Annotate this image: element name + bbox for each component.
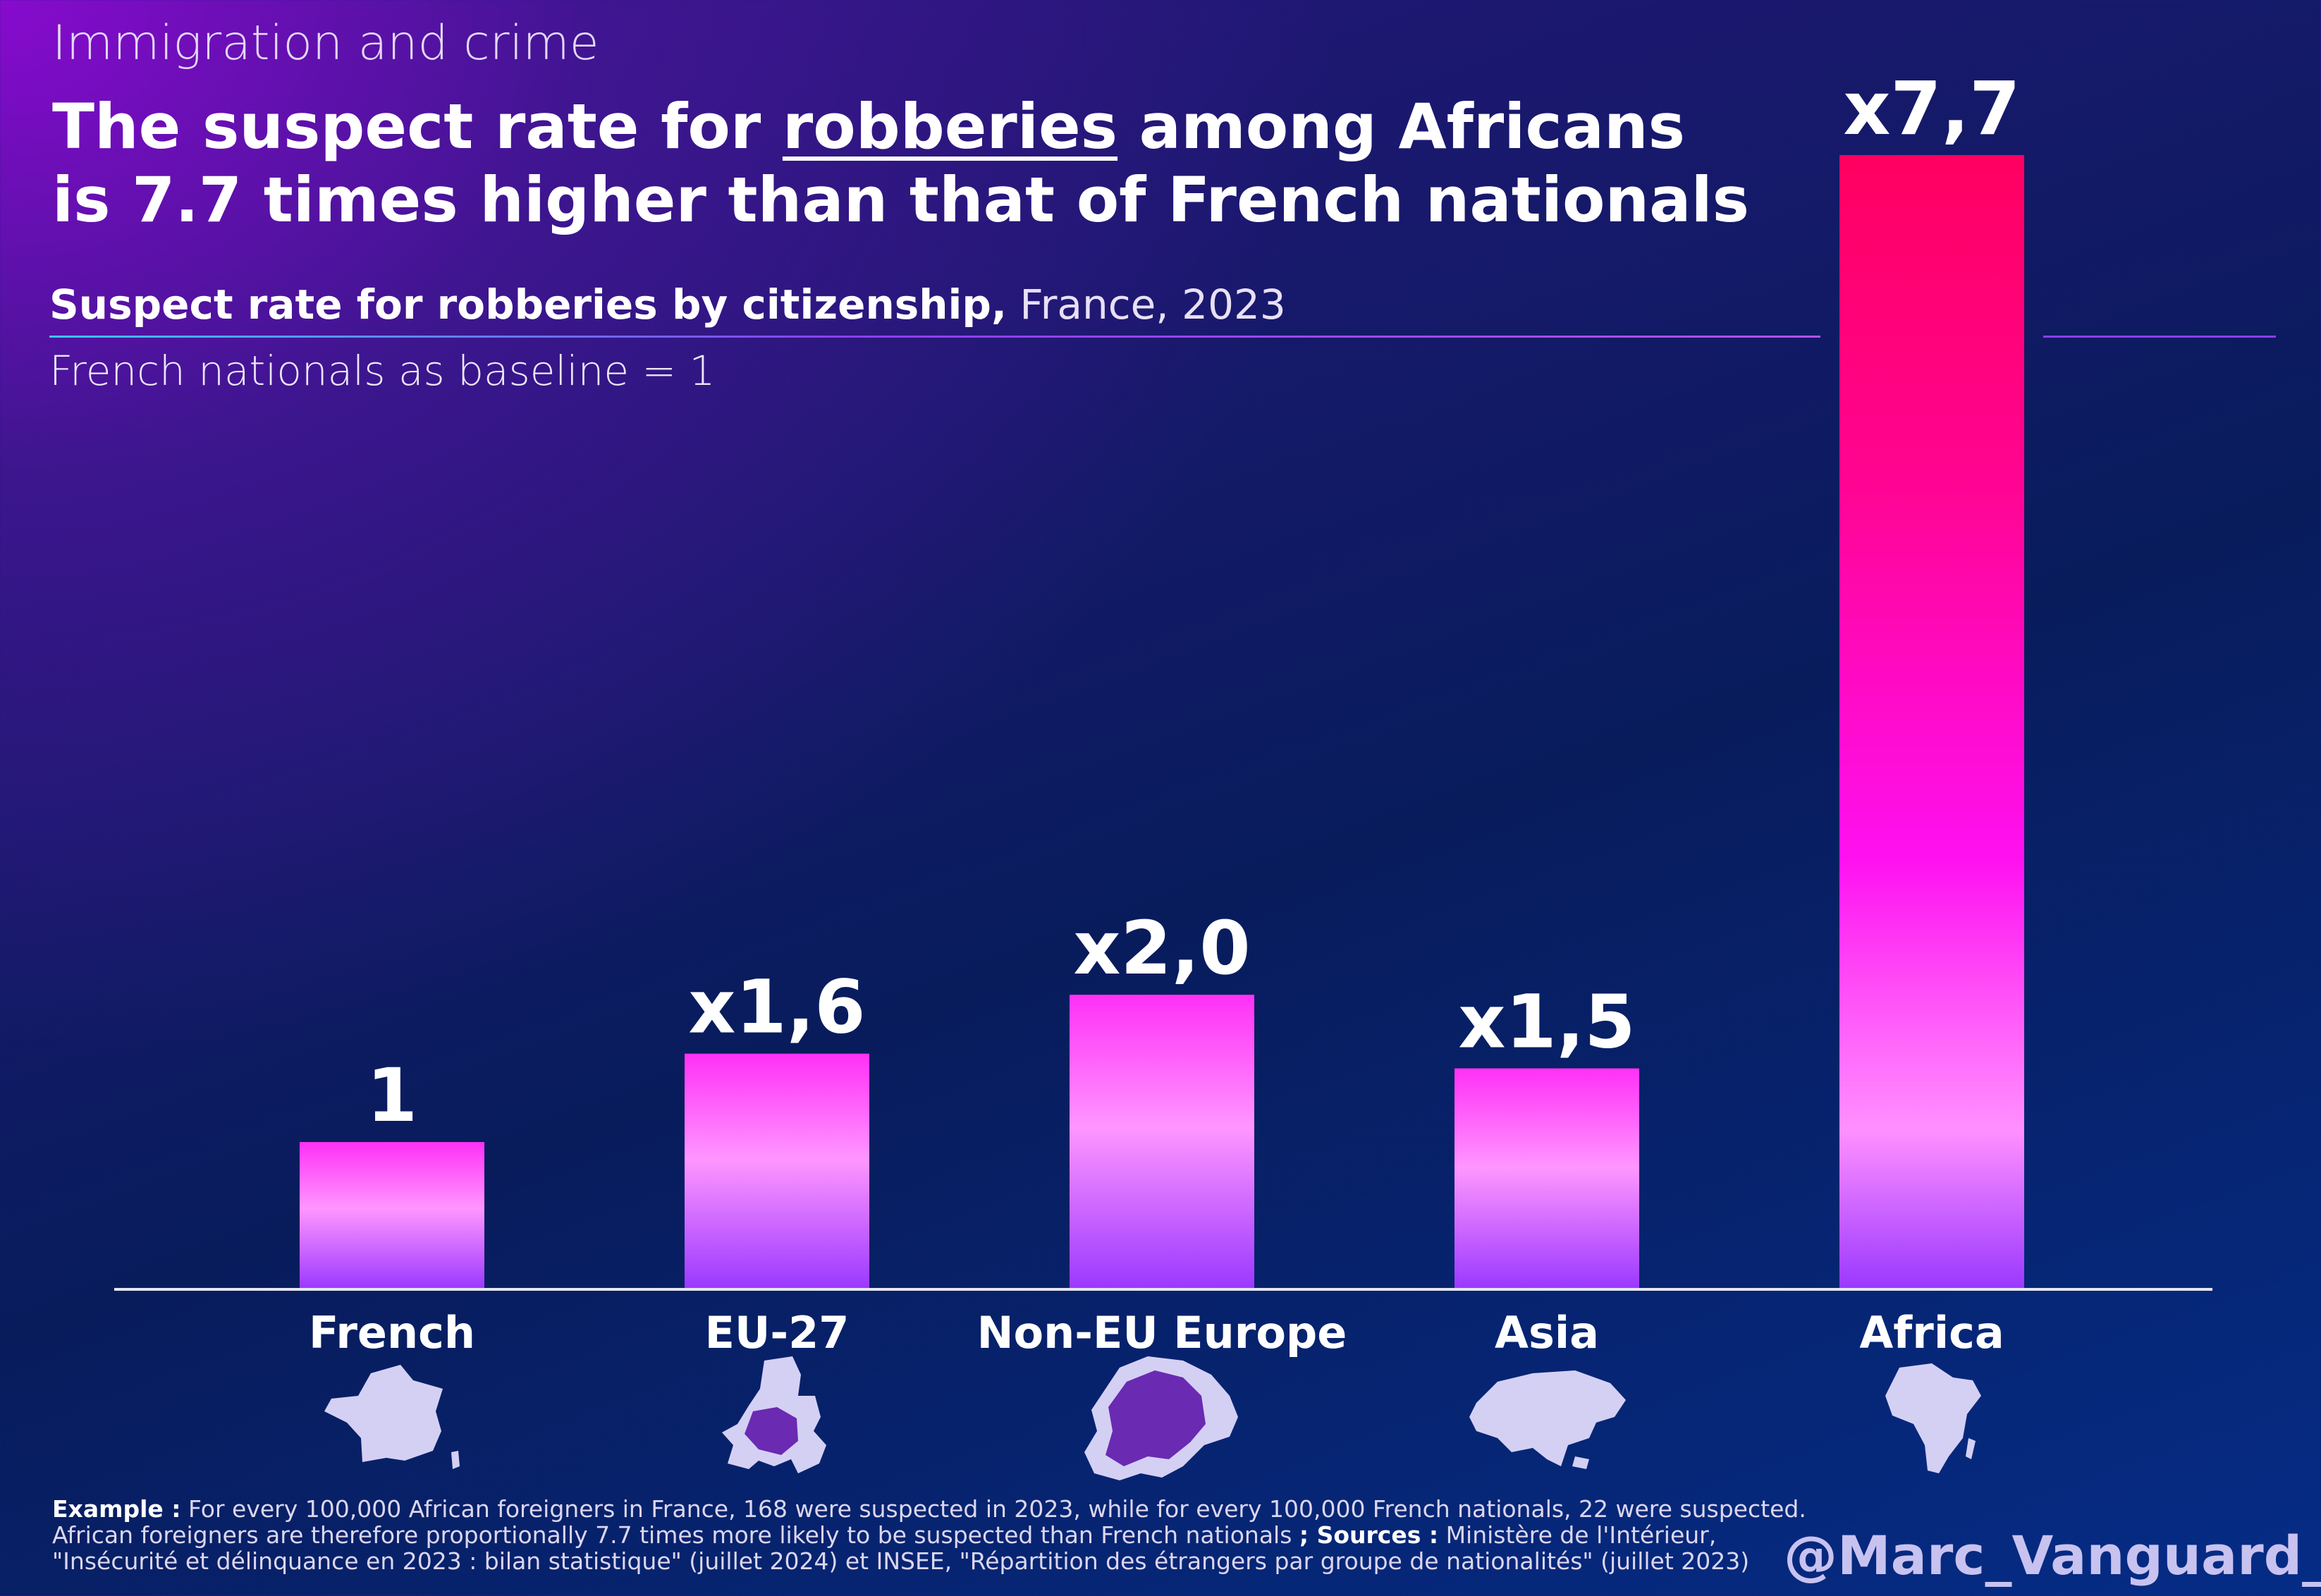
asia-map-icon	[1469, 1370, 1626, 1469]
category-label-french: French	[309, 1307, 475, 1358]
sources-text: Ministère de l'Intérieur, "Insécurité et…	[52, 1521, 1750, 1575]
footnote: Example : For every 100,000 African fore…	[52, 1496, 1815, 1574]
category-labels-group: French EU-27 Non-EU Europe Asia Africa	[309, 1307, 2004, 1358]
example-text: For every 100,000 African foreigners in …	[52, 1495, 1806, 1549]
data-label-french: 1	[367, 1052, 417, 1138]
data-label-eu-27: x1,6	[688, 964, 865, 1050]
sources-label: ; Sources :	[1299, 1521, 1439, 1549]
baseline-note: French nationals as baseline = 1	[49, 347, 716, 395]
category-label-eu-27: EU-27	[705, 1307, 850, 1358]
headline-part1: The suspect rate for	[52, 90, 783, 163]
headline-underlined: robberies	[782, 90, 1118, 163]
bar-non-eu-europe	[1070, 995, 1254, 1289]
headline-part2: among Africans is 7.7 times higher than …	[52, 90, 1750, 236]
subtitle-bold: Suspect rate for robberies by citizenshi…	[49, 281, 1007, 329]
data-label-asia: x1,5	[1458, 979, 1635, 1065]
subtitle-rule-left	[49, 336, 1820, 338]
bar-eu-27	[685, 1053, 869, 1289]
bar-french	[300, 1142, 484, 1289]
chart-subtitle: Suspect rate for robberies by citizenshi…	[49, 281, 1286, 329]
category-label-non-eu-europe: Non-EU Europe	[977, 1307, 1347, 1358]
category-label-asia: Asia	[1495, 1307, 1599, 1358]
subtitle-light: France, 2023	[1007, 281, 1286, 329]
category-label-africa: Africa	[1859, 1307, 2004, 1358]
europe-map-icon	[1084, 1356, 1238, 1480]
subtitle-rule-right	[2043, 336, 2276, 338]
africa-map-icon	[1885, 1363, 1981, 1473]
kicker: Immigration and crime	[52, 16, 599, 71]
data-label-non-eu-europe: x2,0	[1073, 905, 1250, 991]
bar-asia	[1455, 1068, 1639, 1289]
data-labels-group: 1 x1,6 x2,0 x1,5 x7,7	[367, 66, 2021, 1138]
example-label: Example :	[52, 1495, 181, 1523]
author-handle: @Marc_Vanguard_i	[1784, 1524, 2321, 1587]
data-label-africa: x7,7	[1843, 66, 2020, 152]
eu27-map-icon	[722, 1356, 826, 1473]
bars-group	[300, 155, 2024, 1289]
headline: The suspect rate for robberies among Afr…	[52, 90, 1758, 237]
france-map-icon	[324, 1365, 460, 1469]
bar-africa	[1839, 155, 2024, 1289]
